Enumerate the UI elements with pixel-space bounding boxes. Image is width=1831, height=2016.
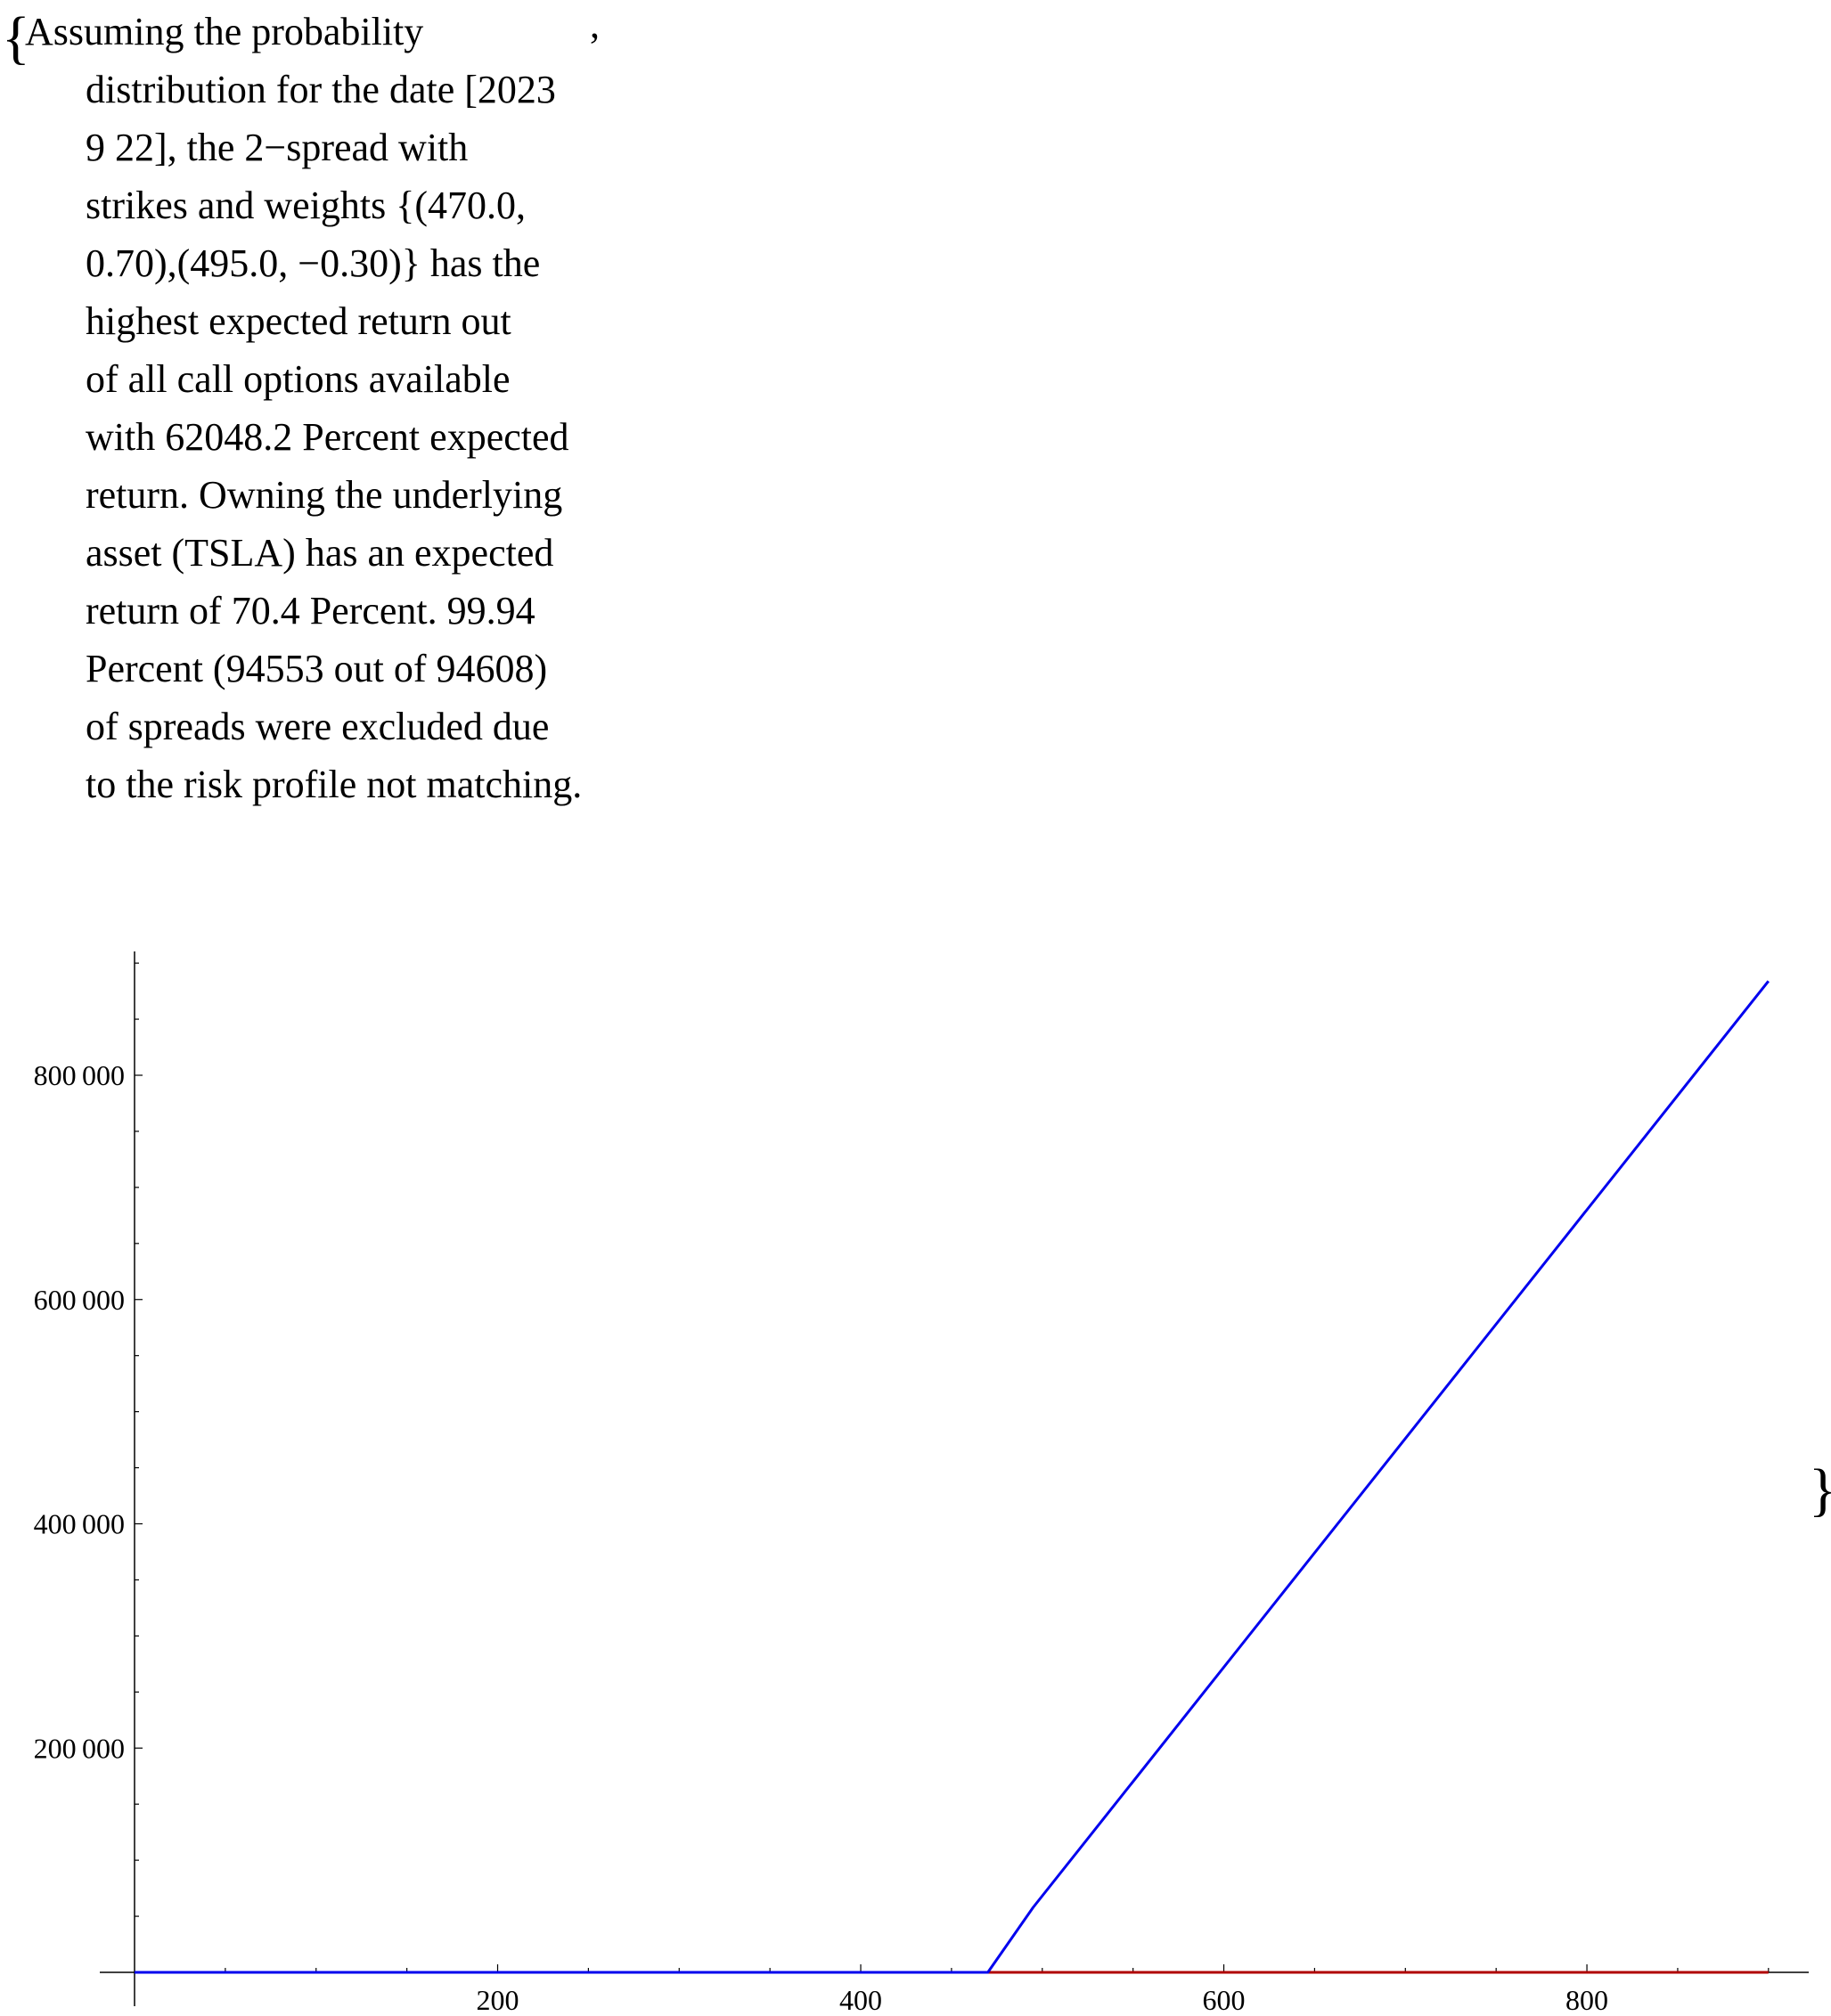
chart-series [135,980,1770,1974]
result-text-line: Assuming the probability [25,10,424,53]
close-brace: } [1809,1461,1831,1520]
chart-axes [100,951,1809,2006]
result-text-line: of spreads were excluded due [86,705,550,748]
result-text-line: distribution for the date [2023 [86,68,556,111]
result-text-line: 0.70),(495.0, −0.30)} has the [86,241,541,285]
y-tick-label: 800 000 [34,1059,125,1091]
result-text-line: return of 70.4 Percent. 99.94 [86,589,535,633]
series-line [135,980,1770,1974]
result-text-line: strikes and weights {(470.0, [86,184,527,227]
result-text-line: Percent (94553 out of 94608) [86,647,548,690]
chart-tick-labels: 200 000 400 000 600 000 800 000 200 400 600 800 [34,1059,1608,2016]
open-brace: { [2,5,30,70]
result-text-line: asset (TSLA) has an expected [86,531,554,575]
x-tick-label: 600 [1203,1984,1246,2016]
y-tick-label: 200 000 [34,1732,125,1764]
result-text-line: return. Owning the underlying [86,473,563,517]
list-separator-comma: , [590,3,600,46]
result-text-line: highest expected return out [86,299,511,343]
result-text-line: with 62048.2 Percent expected [86,415,569,459]
x-tick-label: 800 [1565,1984,1608,2016]
y-tick-label: 600 000 [34,1284,125,1316]
result-text-line: to the risk profile not matching. [86,763,583,806]
result-text-line: of all call options available [86,357,511,401]
x-tick-label: 400 [839,1984,882,2016]
y-tick-label: 400 000 [34,1508,125,1540]
result-text-line: 9 22], the 2−spread with [86,126,469,169]
x-tick-label: 200 [477,1984,519,2016]
